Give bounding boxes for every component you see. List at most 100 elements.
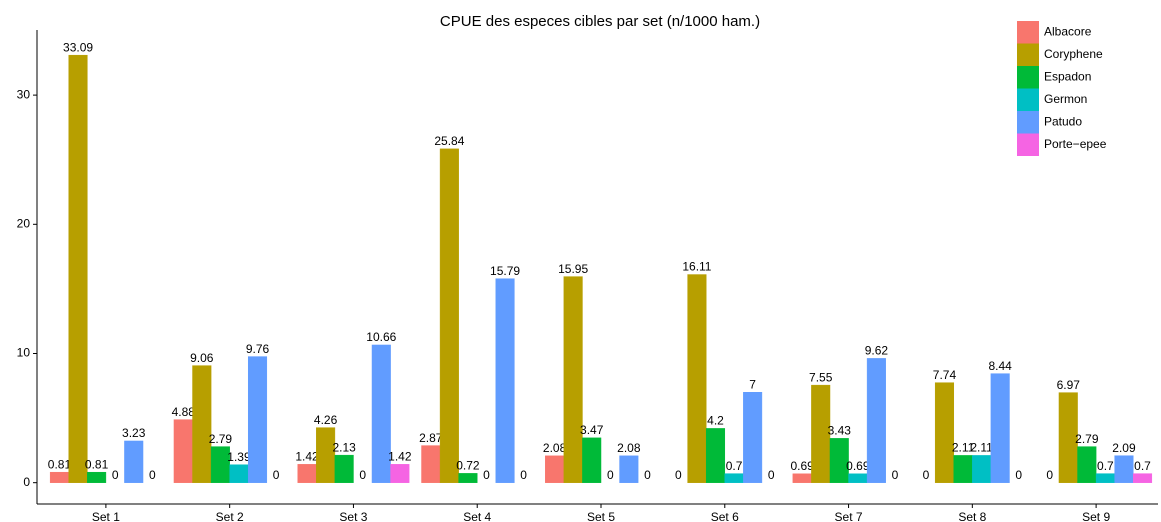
chart-title: CPUE des especes cibles par set (n/1000 … [440,13,760,30]
legend-label: Patudo [1044,114,1082,128]
bar [495,278,515,483]
bar [371,344,391,483]
y-tick-label: 20 [17,216,31,230]
x-tick-label: Set 7 [835,510,863,522]
value-label: 4.2 [707,414,724,428]
bar [829,438,849,483]
x-tick-label: Set 6 [711,510,739,522]
bar [1095,473,1115,483]
legend-swatch [1017,21,1039,44]
bar [972,455,992,483]
bar [439,148,459,483]
bar [811,384,831,483]
bar [1114,455,1134,483]
value-label: 4.26 [314,413,338,427]
legend-label: Porte−epee [1044,137,1107,151]
value-label: 2.87 [419,431,443,445]
value-label: 1.42 [295,450,319,464]
value-label: 0.81 [48,457,72,471]
value-label: 7.74 [933,368,957,382]
bar [297,464,317,483]
legend-swatch [1017,66,1039,89]
value-label: 2.08 [543,441,567,455]
value-label: 0 [644,468,651,482]
value-label: 0 [607,468,614,482]
x-tick-label: Set 9 [1082,510,1110,522]
bar [247,356,268,483]
value-label: 0.69 [790,459,814,473]
legend-swatch [1017,43,1039,66]
value-label: 0 [675,468,682,482]
bar [390,464,410,483]
value-label: 15.95 [558,262,588,276]
value-label: 33.09 [63,40,93,54]
x-tick-label: Set 5 [587,510,615,522]
value-label: 2.79 [1075,432,1099,446]
bar [334,454,354,483]
legend-label: Coryphene [1044,47,1103,61]
bar [124,440,144,483]
value-label: 1.39 [227,450,251,464]
value-label: 6.97 [1057,378,1081,392]
value-label: 16.11 [682,260,711,274]
value-label: 0 [273,468,280,482]
value-label: 0 [483,468,490,482]
bar [1058,392,1078,483]
y-tick-label: 30 [17,87,31,101]
bar [68,54,88,483]
legend-swatch [1017,133,1039,156]
legend-label: Espadon [1044,69,1091,83]
value-label: 0 [520,468,527,482]
value-label: 9.76 [246,342,270,356]
x-tick-label: Set 3 [339,510,367,522]
legend-label: Albacore [1044,24,1092,38]
value-label: 0 [112,468,119,482]
value-label: 0 [1046,468,1053,482]
bar [458,473,478,483]
x-tick-label: Set 1 [92,510,120,522]
bar [582,437,602,483]
bar [229,464,249,483]
value-label: 3.47 [580,423,604,437]
value-label: 2.08 [617,441,641,455]
bar [49,471,70,483]
value-label: 2.79 [209,432,233,446]
legend-swatch [1017,111,1039,134]
bar [792,473,812,483]
bar [619,455,639,483]
value-label: 1.42 [388,450,412,464]
value-label: 2.09 [1112,441,1136,455]
bar [866,358,886,483]
value-label: 2.11 [970,441,993,455]
bar [934,382,955,483]
bar [990,373,1010,483]
y-tick-label: 10 [17,346,31,360]
bar [173,419,193,483]
value-label: 0 [1015,468,1022,482]
value-label: 0.7 [1097,459,1114,473]
legend-swatch [1017,88,1039,111]
x-tick-label: Set 8 [958,510,986,522]
x-tick-label: Set 4 [463,510,491,522]
value-label: 0 [768,468,775,482]
value-label: 0 [923,468,930,482]
value-label: 0 [892,468,899,482]
value-label: 0.69 [846,459,870,473]
value-label: 4.88 [172,405,196,419]
value-label: 7.55 [809,370,833,384]
value-label: 0 [149,468,156,482]
bar [563,276,583,483]
value-label: 9.62 [865,344,889,358]
value-label: 2.11 [952,441,975,455]
value-label: 3.23 [122,426,146,440]
bar [316,427,336,483]
value-label: 15.79 [490,264,520,278]
bar [953,455,973,483]
value-label: 3.43 [828,424,852,438]
value-label: 0.7 [1134,459,1151,473]
value-label: 10.66 [366,330,396,344]
value-label: 0.72 [456,459,480,473]
legend-label: Germon [1044,92,1087,106]
